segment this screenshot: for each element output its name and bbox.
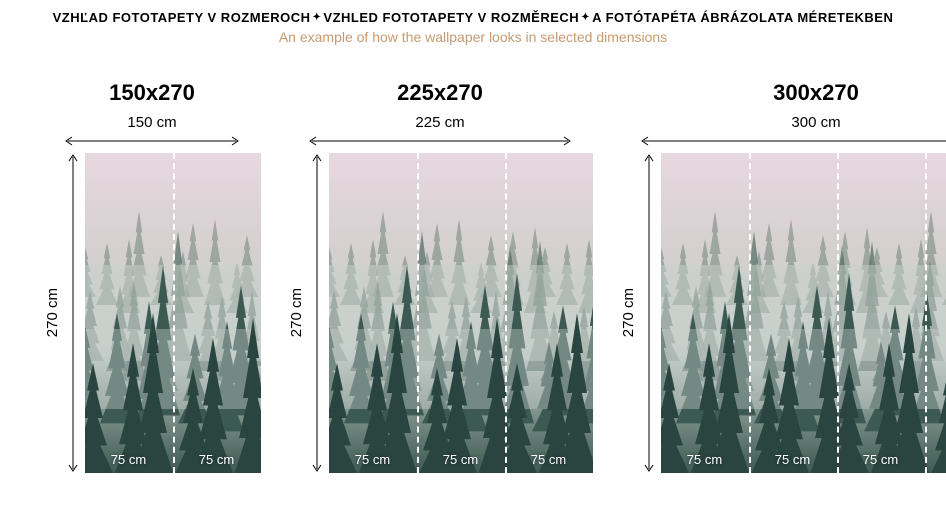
- segment-labels: 75 cm75 cm: [85, 452, 261, 467]
- segment-width-label: 75 cm: [749, 452, 837, 467]
- width-label: 150 cm: [127, 114, 176, 131]
- panel-divider: [837, 153, 839, 473]
- size-panel: 300x270 300 cm 270 cm 75 cm75 c: [611, 80, 946, 473]
- width-label: 300 cm: [791, 114, 840, 131]
- sparkle-icon: ✦: [313, 12, 322, 23]
- header-hu: A FOTÓTAPÉTA ÁBRÁZOLATA MÉRETEKBEN: [592, 10, 893, 25]
- segment-width-label: 75 cm: [837, 452, 925, 467]
- panels-container: 150x270 150 cm 270 cm 75 cm75 c: [15, 80, 931, 473]
- header-subtitle: An example of how the wallpaper looks in…: [15, 29, 931, 45]
- height-label: 270 cm: [620, 288, 637, 337]
- segment-labels: 75 cm75 cm75 cm: [329, 452, 593, 467]
- size-panel: 150x270 150 cm 270 cm 75 cm75 c: [35, 80, 269, 473]
- panel-divider: [417, 153, 419, 473]
- height-label: 270 cm: [44, 288, 61, 337]
- segment-width-label: 75 cm: [173, 452, 261, 467]
- wallpaper-preview: 75 cm75 cm: [85, 153, 261, 473]
- panel-divider: [505, 153, 507, 473]
- segment-labels: 75 cm75 cm75 cm75 cm: [661, 452, 946, 467]
- size-panel: 225x270 225 cm 270 cm 75 cm75 c: [279, 80, 601, 473]
- wallpaper-preview: 75 cm75 cm75 cm: [329, 153, 593, 473]
- arrow-vertical: [67, 153, 79, 473]
- header: VZHĽAD FOTOTAPETY V ROZMEROCH ✦ VZHLED F…: [15, 10, 931, 45]
- segment-width-label: 75 cm: [661, 452, 749, 467]
- height-label: 270 cm: [288, 288, 305, 337]
- segment-width-label: 75 cm: [417, 452, 505, 467]
- panel-title: 150x270: [109, 80, 195, 106]
- segment-width-label: 75 cm: [505, 452, 593, 467]
- arrow-vertical: [311, 153, 323, 473]
- segment-width-label: 75 cm: [85, 452, 173, 467]
- panel-title: 300x270: [773, 80, 859, 106]
- arrow-horizontal: [64, 135, 240, 147]
- arrow-vertical: [643, 153, 655, 473]
- panel-divider: [749, 153, 751, 473]
- header-sk: VZHĽAD FOTOTAPETY V ROZMEROCH: [53, 10, 311, 25]
- wallpaper-preview: 75 cm75 cm75 cm75 cm: [661, 153, 946, 473]
- segment-width-label: 75 cm: [925, 452, 946, 467]
- wallpaper-image: [661, 153, 946, 473]
- panel-title: 225x270: [397, 80, 483, 106]
- panel-divider: [925, 153, 927, 473]
- header-cz: VZHLED FOTOTAPETY V ROZMĚRECH: [323, 10, 579, 25]
- width-label: 225 cm: [415, 114, 464, 131]
- wallpaper-image: [329, 153, 593, 473]
- segment-width-label: 75 cm: [329, 452, 417, 467]
- arrow-horizontal: [640, 135, 946, 147]
- sparkle-icon: ✦: [581, 12, 590, 23]
- header-multilang: VZHĽAD FOTOTAPETY V ROZMEROCH ✦ VZHLED F…: [15, 10, 931, 25]
- panel-divider: [173, 153, 175, 473]
- arrow-horizontal: [308, 135, 572, 147]
